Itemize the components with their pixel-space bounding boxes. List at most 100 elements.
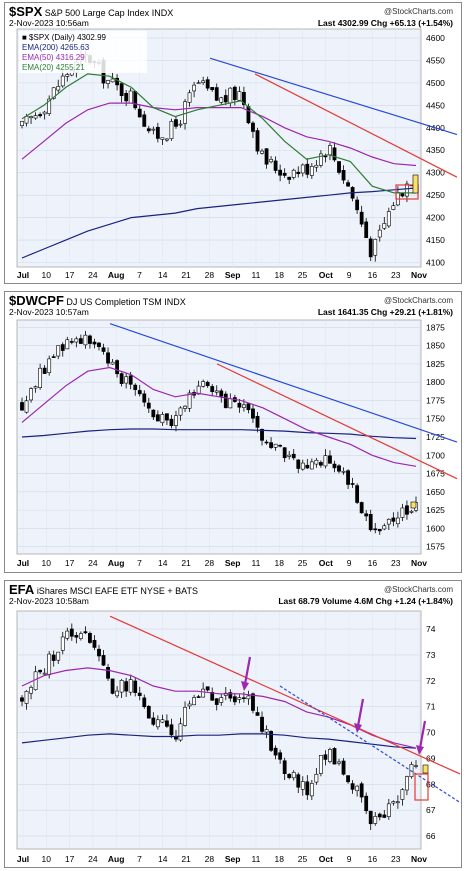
legend-box bbox=[19, 31, 147, 73]
candle-body bbox=[318, 755, 323, 774]
candle-body bbox=[373, 528, 378, 531]
trendline bbox=[109, 615, 461, 775]
candle-body bbox=[364, 795, 369, 812]
candle-body bbox=[318, 153, 323, 166]
candle-body bbox=[278, 752, 283, 760]
candle-body bbox=[305, 781, 310, 796]
candle-body bbox=[287, 454, 292, 457]
candle-body bbox=[255, 130, 260, 152]
candle-body bbox=[146, 705, 151, 719]
candle-body bbox=[219, 97, 224, 103]
y-tick-label: 67 bbox=[426, 805, 436, 815]
candle-body bbox=[300, 781, 305, 790]
last-change-label: Last 68.79 Volume 4.6M Chg +1.24 (+1.84%… bbox=[278, 596, 453, 606]
y-tick-label: 1575 bbox=[426, 542, 445, 552]
x-tick-label: 7 bbox=[137, 854, 142, 864]
candle-body bbox=[115, 360, 120, 375]
x-tick-label: Nov bbox=[411, 854, 427, 864]
candle-body bbox=[74, 635, 79, 638]
candle-body bbox=[38, 114, 43, 117]
watermark: @StockCharts.com bbox=[384, 7, 453, 16]
candle-body bbox=[395, 517, 400, 525]
candle-body bbox=[178, 723, 183, 741]
candle-body bbox=[60, 75, 65, 87]
symbol: $DWCPF bbox=[9, 293, 64, 308]
index-name: iShares MSCI EAFE ETF bbox=[36, 586, 138, 596]
x-tick-label: 11 bbox=[252, 558, 261, 568]
candle-body bbox=[124, 376, 129, 384]
candle-body bbox=[391, 205, 396, 210]
watermark: @StockCharts.com bbox=[384, 296, 453, 305]
candle-body bbox=[278, 444, 283, 447]
candle-body bbox=[237, 91, 242, 101]
candle-body bbox=[192, 84, 196, 92]
candle-body bbox=[309, 783, 314, 797]
candle-body bbox=[88, 633, 92, 643]
x-tick-label: 7 bbox=[137, 270, 142, 280]
candle-body bbox=[20, 121, 24, 126]
candle-body bbox=[110, 678, 115, 694]
candle-body bbox=[65, 630, 70, 639]
candle-body bbox=[101, 347, 106, 352]
legend-entry: EMA(20) 4255.21 bbox=[22, 63, 85, 72]
x-tick-label: Nov bbox=[411, 270, 427, 280]
candle-body bbox=[65, 339, 70, 350]
x-tick-label: 21 bbox=[181, 558, 191, 568]
x-tick-label: Oct bbox=[319, 270, 333, 280]
x-tick-label: Aug bbox=[108, 854, 125, 864]
candle-body bbox=[146, 128, 151, 132]
y-tick-label: 66 bbox=[426, 831, 436, 841]
x-tick-label: 23 bbox=[391, 270, 401, 280]
candle-body bbox=[364, 221, 369, 239]
x-tick-label: 25 bbox=[298, 270, 308, 280]
candle-body bbox=[332, 748, 337, 765]
candle-body bbox=[165, 413, 169, 421]
candle-body bbox=[296, 774, 301, 788]
y-tick-label: 4550 bbox=[426, 55, 445, 65]
x-tick-label: 14 bbox=[158, 270, 168, 280]
x-tick-label: 28 bbox=[205, 854, 215, 864]
x-tick-label: 10 bbox=[42, 854, 52, 864]
candle-body bbox=[373, 816, 378, 824]
y-tick-label: 74 bbox=[426, 624, 436, 634]
candle-body bbox=[305, 163, 310, 175]
y-tick-label: 1850 bbox=[426, 341, 445, 351]
candle-body bbox=[232, 86, 237, 100]
candle-body bbox=[264, 729, 269, 733]
candle-body bbox=[269, 442, 273, 448]
y-tick-label: 1675 bbox=[426, 469, 445, 479]
candle-body bbox=[47, 653, 52, 676]
candle-body bbox=[291, 772, 296, 779]
candle-body bbox=[341, 170, 346, 181]
x-tick-label: 16 bbox=[368, 854, 378, 864]
candle-body bbox=[273, 160, 278, 171]
y-tick-label: 1875 bbox=[426, 322, 445, 332]
candle-body bbox=[101, 655, 106, 666]
x-tick-label: 9 bbox=[347, 270, 352, 280]
candle-body bbox=[232, 696, 237, 703]
candle-body bbox=[314, 459, 319, 465]
candle-body bbox=[142, 393, 147, 403]
candle-body bbox=[346, 470, 350, 485]
candle-body bbox=[78, 633, 83, 639]
annotation-arrowhead bbox=[416, 745, 424, 755]
candle-body bbox=[328, 455, 332, 464]
series-line-ema20 bbox=[21, 73, 416, 194]
y-tick-label: 4300 bbox=[426, 168, 445, 178]
candle-body bbox=[223, 393, 228, 409]
y-tick-label: 4250 bbox=[426, 190, 445, 200]
x-tick-label: 21 bbox=[181, 854, 191, 864]
candle-body bbox=[332, 147, 337, 161]
candle-body bbox=[124, 681, 129, 692]
date-label: 2-Nov-2023 10:56am bbox=[9, 18, 89, 28]
candle-body bbox=[165, 720, 169, 727]
candle-body bbox=[29, 116, 33, 119]
trendline bbox=[254, 73, 458, 178]
y-tick-label: 4500 bbox=[426, 78, 445, 88]
x-tick-label: 7 bbox=[137, 558, 142, 568]
candle-body bbox=[260, 428, 264, 441]
last-change-label: Last 1641.35 Chg +29.21 (+1.81%) bbox=[318, 307, 453, 317]
x-tick-label: 24 bbox=[88, 854, 98, 864]
x-tick-label: 16 bbox=[368, 558, 378, 568]
date-label: 2-Nov-2023 10:58am bbox=[9, 596, 89, 606]
